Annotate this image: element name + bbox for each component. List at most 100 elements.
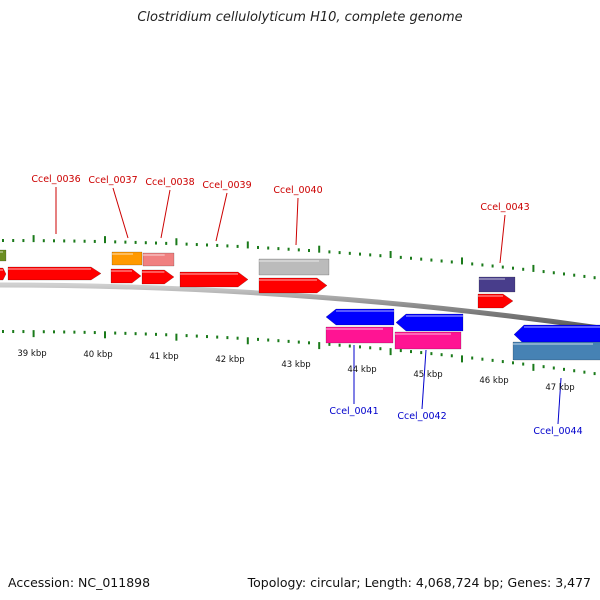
scale-label: 47 kbp [545,383,574,393]
scale-label: 42 kbp [215,355,244,365]
reverse-cds [325,308,395,326]
outer-tick [246,241,249,249]
forward-cds-highlight [259,279,317,281]
inner-tick [359,345,361,349]
salmon-gene-feature [142,252,175,267]
scale-label: 40 kbp [83,350,112,360]
outer-tick [450,260,453,264]
inner-tick [542,365,545,369]
genome-backbone [0,282,600,331]
inner-tick [471,356,474,360]
gene-label: Ccel_0038 [145,177,194,188]
inner-tick [144,332,147,336]
forward-cds-highlight [8,268,91,270]
inner-tick [297,340,300,344]
inner-tick [216,335,219,339]
outer-tick [440,259,443,263]
outer-tick [348,251,351,255]
inner-tick [491,358,494,362]
forward-cds-highlight [142,271,165,273]
purple-gene-feature-highlight [479,278,505,280]
inner-tick [277,339,280,343]
forward-cds [7,266,102,281]
inner-tick [440,353,443,357]
outer-tick [277,247,280,251]
accession-label: Accession: NC_011898 [8,575,151,590]
outer-tick [389,251,392,259]
outer-tick [206,243,208,247]
salmon-gene-feature-highlight [143,254,165,256]
inner-tick [206,335,208,339]
inner-tick [338,343,341,347]
inner-tick [573,369,576,373]
outer-tick [318,245,321,253]
outer-tick [359,252,361,256]
inner-tick [257,337,259,341]
outer-tick [583,274,586,278]
outer-tick [124,240,127,244]
outer-tick [12,239,15,243]
inner-tick [83,330,86,334]
inner-tick [430,352,433,356]
outer-tick [236,244,239,248]
outer-tick [53,239,55,243]
inner-tick [389,348,392,356]
inner-tick [12,330,15,334]
outer-tick [73,239,76,243]
reverse-cds [395,313,464,332]
outer-tick [144,241,147,245]
outer-tick [491,264,494,268]
inner-tick [512,361,514,365]
inner-tick [165,333,168,337]
gene-label-leader [160,189,171,239]
scale-label: 44 kbp [347,365,376,375]
outer-tick [114,240,117,244]
forward-cds-highlight [111,270,132,272]
inner-tick [552,366,555,370]
scale-label: 39 kbp [17,349,46,359]
inner-tick [246,337,249,345]
inner-tick [522,362,525,366]
scale-label: 45 kbp [413,370,442,380]
scale-label: 41 kbp [149,352,178,362]
gene-label: Ccel_0041 [329,406,378,417]
outer-tick [338,251,341,255]
outer-tick [104,236,106,244]
inner-tick [53,330,55,334]
gene-label: Ccel_0037 [88,175,137,186]
outer-tick [369,253,372,257]
inner-tick [185,334,188,338]
inner-tick [195,334,198,338]
forward-cds [258,277,328,294]
silver-gene-feature-highlight [259,260,319,262]
gene-label: Ccel_0042 [397,411,446,422]
reverse-cds-highlight [336,310,394,312]
outer-tick [461,257,463,265]
outer-tick [420,257,423,261]
outer-tick [267,246,270,250]
gene-label-leader [295,197,299,246]
gene-labels: Ccel_0036 Ccel_0037 Ccel_0038 Ccel_0039 Ccel… [31,174,582,437]
gene-label-leader [215,192,228,242]
inner-tick [175,333,178,341]
inner-tick [461,355,463,363]
inner-tick [348,344,351,348]
outer-tick-ring [2,235,596,280]
inner-tick [73,330,76,334]
inner-tick [583,370,586,374]
inner-tick [399,349,402,353]
outer-tick [471,262,474,266]
reverse-cds-highlight [406,315,463,317]
inner-tick [420,351,423,355]
gene-label: Ccel_0043 [480,202,529,213]
outer-tick [226,244,229,248]
outer-tick [63,239,66,243]
pink-gene-feature-highlight [395,333,451,335]
outer-tick [195,243,198,247]
outer-tick [42,239,45,243]
outer-tick [410,256,412,260]
pink-gene-feature-highlight [326,328,383,330]
outer-tick [22,239,25,243]
forward-cds [0,267,7,281]
